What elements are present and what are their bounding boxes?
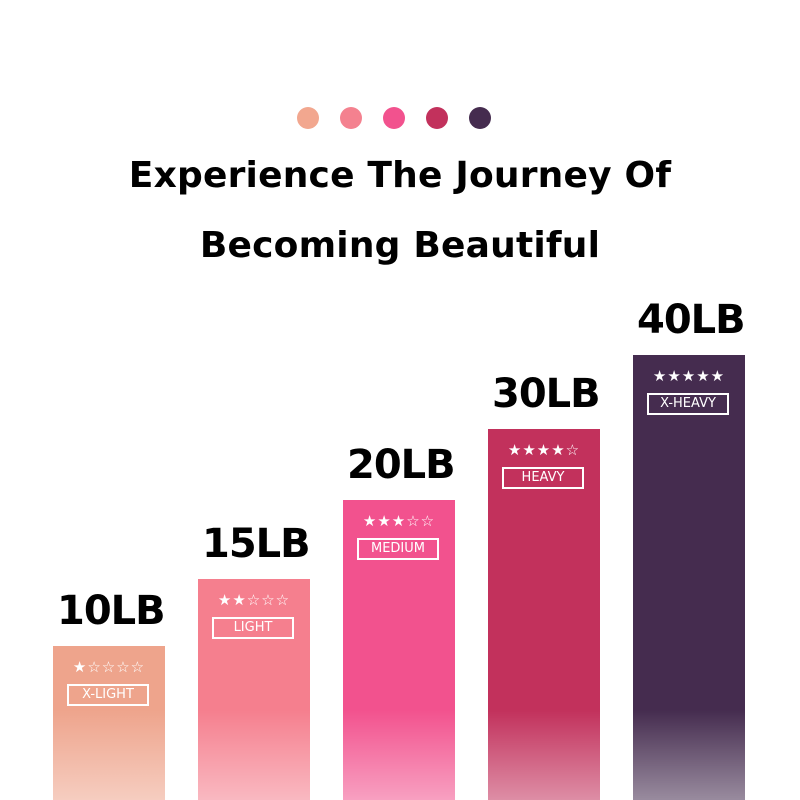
weight-label: 20LB (347, 442, 456, 488)
bar-heavy: ★★★★☆ HEAVY (488, 429, 600, 800)
star-rating-icon: ★★★☆☆ (362, 512, 436, 530)
bar-x-light: ★☆☆☆☆ X-LIGHT (53, 646, 165, 800)
star-rating-icon: ★★☆☆☆ (217, 591, 291, 609)
level-badge: X-LIGHT (67, 684, 149, 706)
weight-label: 10LB (57, 588, 166, 634)
color-dot (383, 107, 405, 129)
color-dot (426, 107, 448, 129)
level-badge: LIGHT (212, 617, 294, 639)
bar-light: ★★☆☆☆ LIGHT (198, 579, 310, 800)
star-rating-icon: ★☆☆☆☆ (72, 658, 146, 676)
bar-medium: ★★★☆☆ MEDIUM (343, 500, 455, 800)
title-line-2: Becoming Beautiful (199, 225, 601, 266)
color-dot (340, 107, 362, 129)
level-badge: HEAVY (502, 467, 584, 489)
title-line-1: Experience The Journey Of (128, 155, 672, 196)
color-dot (469, 107, 491, 129)
weight-label: 40LB (637, 297, 746, 343)
weight-label: 15LB (202, 521, 311, 567)
color-dot (297, 107, 319, 129)
level-badge: X-HEAVY (647, 393, 729, 415)
color-dots (297, 107, 491, 129)
weight-label: 30LB (492, 371, 601, 417)
star-rating-icon: ★★★★☆ (507, 441, 581, 459)
level-badge: MEDIUM (357, 538, 439, 560)
bar-x-heavy: ★★★★★ X-HEAVY (633, 355, 745, 800)
star-rating-icon: ★★★★★ (652, 367, 726, 385)
